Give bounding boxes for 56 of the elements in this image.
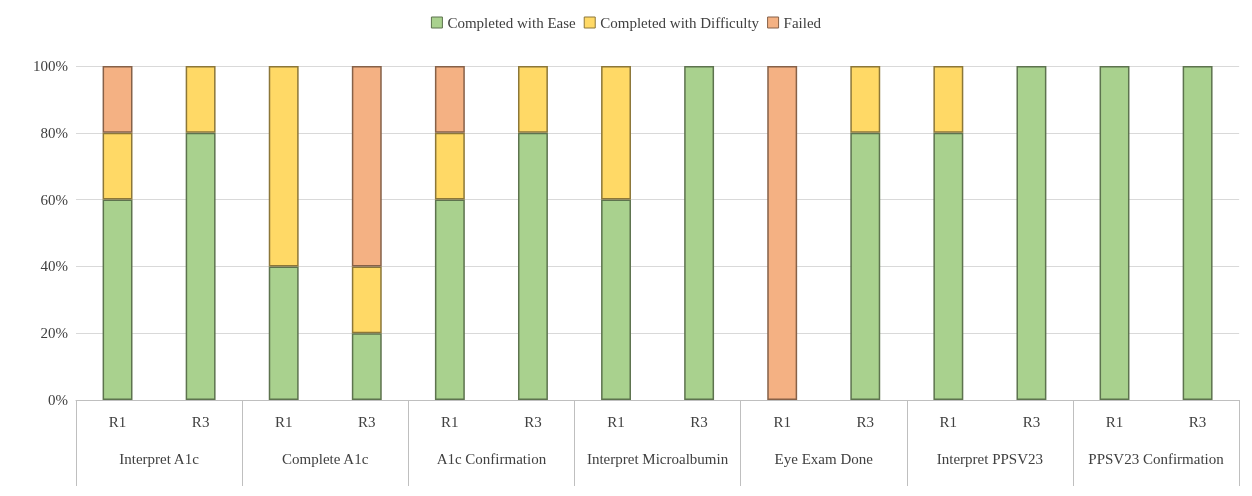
y-tick-label: 40% xyxy=(40,258,68,275)
text: A1c Confirmation xyxy=(436,451,547,467)
bar xyxy=(351,333,382,400)
bar xyxy=(601,199,631,400)
bar xyxy=(185,66,216,133)
bar xyxy=(767,66,798,400)
bar xyxy=(1016,66,1047,400)
bar xyxy=(1182,66,1213,400)
text: PPSV23 Confirmation xyxy=(1088,451,1225,467)
bar xyxy=(517,132,548,400)
bar xyxy=(102,66,133,133)
bar xyxy=(850,66,881,133)
bar xyxy=(351,66,382,267)
bar xyxy=(434,66,465,133)
bar xyxy=(434,199,465,400)
x-tick-label: R1 xyxy=(274,413,293,430)
text: Interpret PPSV23 xyxy=(936,451,1044,467)
y-tick-label: 20% xyxy=(40,325,68,342)
bar xyxy=(102,132,133,200)
text: Interpret Microalbumin xyxy=(586,451,729,467)
bar xyxy=(933,132,964,400)
bar xyxy=(434,132,465,200)
bar xyxy=(850,132,881,400)
text: Eye Exam Done xyxy=(774,451,874,467)
x-tick-label: R1 xyxy=(1105,413,1124,430)
x-tick-label: R3 xyxy=(1022,413,1041,430)
bar xyxy=(268,66,299,267)
x-tick-label: R3 xyxy=(690,413,708,430)
bar xyxy=(517,66,548,133)
x-tick-label: R3 xyxy=(524,413,542,430)
y-tick-label: 60% xyxy=(40,191,68,208)
text: Interpret A1c xyxy=(119,451,200,467)
bar xyxy=(268,266,299,400)
bar xyxy=(933,66,964,133)
bar xyxy=(601,66,631,200)
x-tick-label: R1 xyxy=(939,413,958,430)
bar xyxy=(102,199,133,400)
x-tick-label: R1 xyxy=(773,413,791,430)
legend-label: Completed with Ease xyxy=(447,14,577,31)
x-tick-label: R1 xyxy=(441,413,459,430)
bar xyxy=(1099,66,1130,400)
x-tick-label: R1 xyxy=(607,413,625,430)
x-tick-label: R3 xyxy=(358,413,376,430)
x-tick-label: R3 xyxy=(856,413,875,430)
y-tick-label: 80% xyxy=(40,124,68,141)
x-tick-label: R1 xyxy=(108,413,127,430)
legend-label: Failed xyxy=(783,14,822,31)
legend-label: Completed with Difficulty xyxy=(600,14,760,31)
y-tick-label: 0% xyxy=(48,392,68,408)
bar xyxy=(351,266,382,334)
text: Complete A1c xyxy=(282,451,369,467)
bar xyxy=(684,66,715,400)
bar xyxy=(185,132,216,400)
x-tick-label: R3 xyxy=(191,413,210,430)
x-tick-label: R3 xyxy=(1188,413,1207,430)
y-tick-label: 100% xyxy=(33,58,68,74)
